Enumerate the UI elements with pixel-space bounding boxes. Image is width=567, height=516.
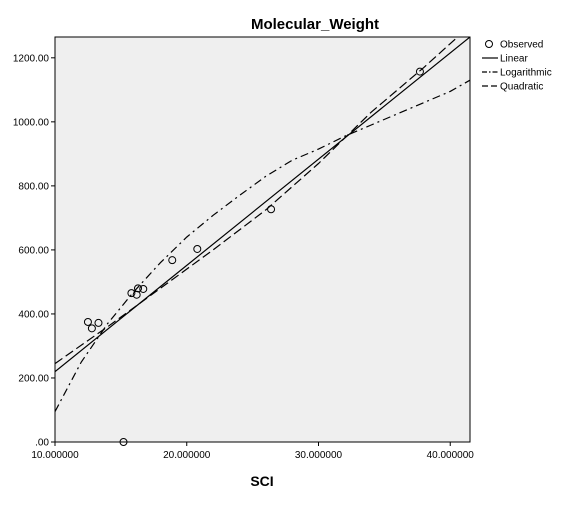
y-tick-label: .00 <box>35 438 49 449</box>
legend-label-quadratic: Quadratic <box>500 82 543 93</box>
observed-point <box>119 438 128 446</box>
x-axis: 10.000000 20.000000 30.000000 40.000000 <box>31 442 474 461</box>
legend: Observed Linear Logarithmic Quadratic <box>482 40 552 93</box>
y-tick-label: 1200.00 <box>13 53 50 64</box>
x-tick-label: 40.000000 <box>427 450 475 461</box>
observed-point <box>193 244 202 253</box>
y-tick-label: 200.00 <box>18 373 49 384</box>
observed-point <box>134 284 142 293</box>
observed-point <box>139 284 148 293</box>
legend-label-observed: Observed <box>500 40 543 51</box>
observed-point <box>87 324 96 333</box>
legend-label-logarithmic: Logarithmic <box>500 68 552 79</box>
x-tick-label: 10.000000 <box>31 450 79 461</box>
observed-point <box>94 318 103 327</box>
plot-area <box>54 36 471 443</box>
legend-label-linear: Linear <box>500 54 528 65</box>
observed-point <box>127 289 136 298</box>
fit-lines <box>55 37 470 412</box>
y-tick-label: 800.00 <box>18 181 49 192</box>
y-tick-label: 1000.00 <box>13 117 50 128</box>
observed-point <box>168 256 177 265</box>
linear-fit-line <box>55 37 470 373</box>
x-axis-title: SCI <box>250 473 273 489</box>
x-tick-label: 30.000000 <box>295 450 343 461</box>
chart-title: Molecular_Weight <box>251 16 379 33</box>
x-tick-label: 20.000000 <box>163 450 211 461</box>
logarithmic-fit-line <box>55 79 470 412</box>
observed-point <box>267 205 276 214</box>
observed-points <box>83 67 424 446</box>
legend-observed-marker <box>485 40 493 48</box>
quadratic-fit-line <box>55 37 459 365</box>
y-tick-label: 600.00 <box>18 245 49 256</box>
y-axis: .00 200.00 400.00 600.00 800.00 1000.00 1200.0… <box>13 53 55 449</box>
y-tick-label: 400.00 <box>18 309 49 320</box>
observed-point <box>83 317 92 326</box>
observed-point <box>415 67 424 76</box>
